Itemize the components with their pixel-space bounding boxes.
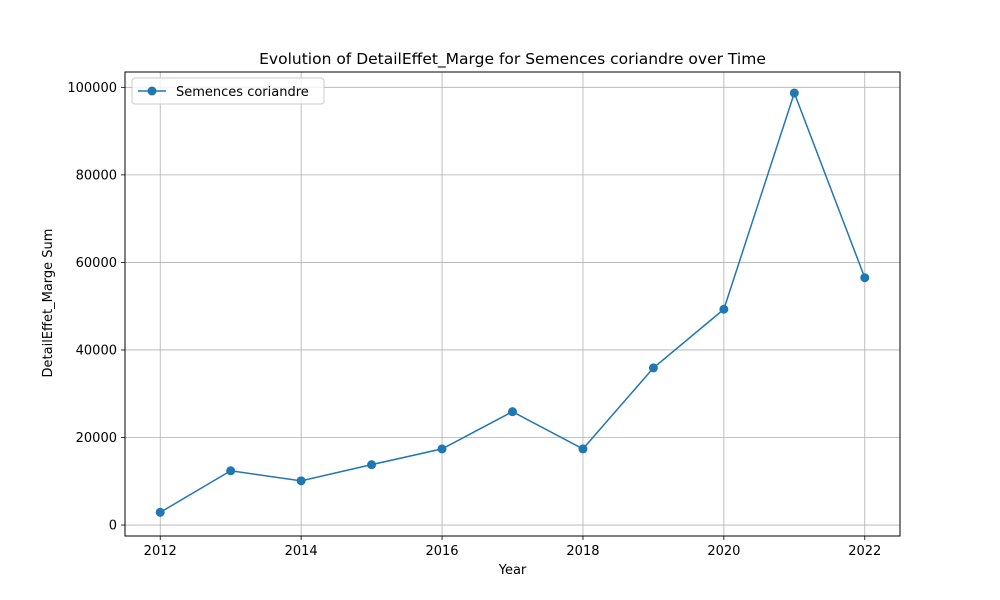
- y-tick-label: 80000: [76, 168, 117, 183]
- data-point: [719, 304, 729, 314]
- y-tick-label: 40000: [76, 343, 117, 358]
- legend-box: [131, 77, 325, 105]
- x-tick-label: 2016: [425, 544, 458, 559]
- data-point: [296, 476, 306, 486]
- chart-title: Evolution of DetailEffet_Marge for Semen…: [259, 50, 766, 69]
- data-point: [860, 273, 870, 283]
- y-axis-ticks: 0 20000 40000 60000 80000 100000: [67, 81, 125, 534]
- x-tick-label: 2018: [566, 544, 599, 559]
- data-point: [578, 444, 588, 454]
- x-tick-label: 2020: [707, 544, 740, 559]
- x-axis-ticks: 2012 2014 2016 2018 2020 2022: [144, 536, 881, 559]
- data-point: [155, 507, 165, 517]
- data-point: [508, 407, 517, 417]
- data-point: [437, 444, 447, 454]
- x-axis-title: Year: [498, 563, 527, 578]
- data-point: [648, 363, 658, 373]
- legend: Semences coriandre: [131, 77, 325, 105]
- y-tick-label: 0: [109, 519, 117, 534]
- data-point: [226, 466, 236, 476]
- data-point: [789, 88, 799, 98]
- data-point: [367, 460, 377, 470]
- grid: [125, 72, 900, 536]
- y-tick-label: 60000: [76, 256, 117, 271]
- y-tick-label: 20000: [76, 431, 117, 446]
- y-axis-title: DetailEffet_Marge Sum: [41, 229, 56, 378]
- x-tick-label: 2022: [848, 544, 881, 559]
- x-tick-label: 2012: [144, 544, 177, 559]
- legend-entry-label: Semences coriandre: [176, 85, 309, 100]
- series-line: [159, 90, 866, 514]
- x-tick-label: 2014: [285, 544, 318, 559]
- series-layer: [155, 88, 870, 517]
- legend-marker-sample: [147, 86, 157, 96]
- y-tick-label: 100000: [67, 81, 117, 96]
- plot-frame: [124, 71, 901, 537]
